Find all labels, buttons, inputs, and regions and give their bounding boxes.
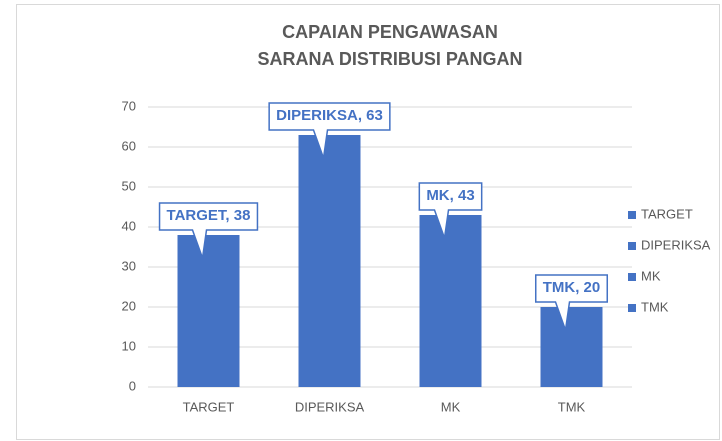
y-tick-label: 70 bbox=[122, 98, 136, 113]
legend-swatch bbox=[628, 211, 636, 219]
bar bbox=[419, 215, 482, 387]
chart-title: SARANA DISTRIBUSI PANGAN bbox=[257, 49, 522, 69]
y-tick-label: 30 bbox=[122, 258, 136, 273]
data-label-box bbox=[418, 182, 483, 239]
data-label: DIPERIKSA, 63 bbox=[276, 107, 383, 124]
x-tick-label: TARGET bbox=[183, 399, 235, 414]
legend-swatch bbox=[628, 304, 636, 312]
legend-swatch bbox=[628, 273, 636, 281]
y-tick-label: 40 bbox=[122, 218, 136, 233]
legend-label: MK bbox=[641, 268, 661, 283]
legend-label: TARGET bbox=[641, 206, 693, 221]
data-label: TARGET, 38 bbox=[167, 207, 251, 224]
legend-label: DIPERIKSA bbox=[641, 237, 711, 252]
data-label-box bbox=[268, 102, 391, 159]
y-tick-label: 0 bbox=[129, 378, 136, 393]
legend-swatch bbox=[628, 242, 636, 250]
legend-label: TMK bbox=[641, 299, 669, 314]
x-tick-label: DIPERIKSA bbox=[295, 399, 365, 414]
data-label-box bbox=[158, 202, 259, 259]
x-tick-label: TMK bbox=[558, 399, 586, 414]
data-label: MK, 43 bbox=[426, 187, 474, 204]
bar bbox=[177, 235, 240, 387]
y-tick-label: 60 bbox=[122, 138, 136, 153]
y-tick-label: 10 bbox=[122, 338, 136, 353]
data-label-box bbox=[534, 274, 609, 331]
data-label: TMK, 20 bbox=[543, 279, 601, 296]
x-tick-label: MK bbox=[441, 399, 461, 414]
bar bbox=[540, 307, 603, 387]
chart-title: CAPAIAN PENGAWASAN bbox=[282, 22, 498, 42]
y-tick-label: 20 bbox=[122, 298, 136, 313]
bar bbox=[298, 135, 361, 387]
y-tick-label: 50 bbox=[122, 178, 136, 193]
